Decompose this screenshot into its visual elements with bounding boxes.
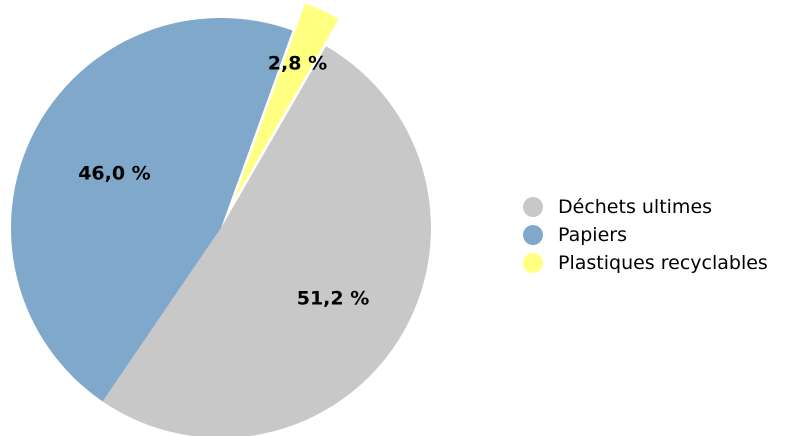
pie-slice-dechets-ultimes bbox=[102, 46, 431, 436]
legend-item-papiers: Papiers bbox=[523, 221, 768, 249]
legend-label-dechets-ultimes: Déchets ultimes bbox=[558, 196, 713, 218]
slice-label-papiers: 46,0 % bbox=[78, 162, 151, 184]
pie-slice-papiers bbox=[10, 17, 293, 402]
slice-label-dechets-ultimes: 51,2 % bbox=[297, 287, 370, 309]
legend-swatch-papiers bbox=[523, 225, 543, 245]
legend-label-plastiques-recyclables: Plastiques recyclables bbox=[558, 252, 768, 274]
slice-label-plastiques-recyclables: 2,8 % bbox=[268, 53, 327, 75]
legend-item-plastiques-recyclables: Plastiques recyclables bbox=[523, 249, 768, 277]
pie-slices bbox=[10, 3, 431, 436]
legend-item-dechets-ultimes: Déchets ultimes bbox=[523, 193, 768, 221]
chart-legend: Déchets ultimes Papiers Plastiques recyc… bbox=[523, 193, 768, 277]
legend-swatch-dechets-ultimes bbox=[523, 197, 543, 217]
slice-labels: 51,2 % 46,0 % 2,8 % bbox=[78, 53, 369, 310]
legend-swatch-plastiques-recyclables bbox=[523, 253, 543, 273]
pie-slice-plastiques-recyclables bbox=[233, 3, 339, 201]
legend-label-papiers: Papiers bbox=[558, 224, 627, 246]
